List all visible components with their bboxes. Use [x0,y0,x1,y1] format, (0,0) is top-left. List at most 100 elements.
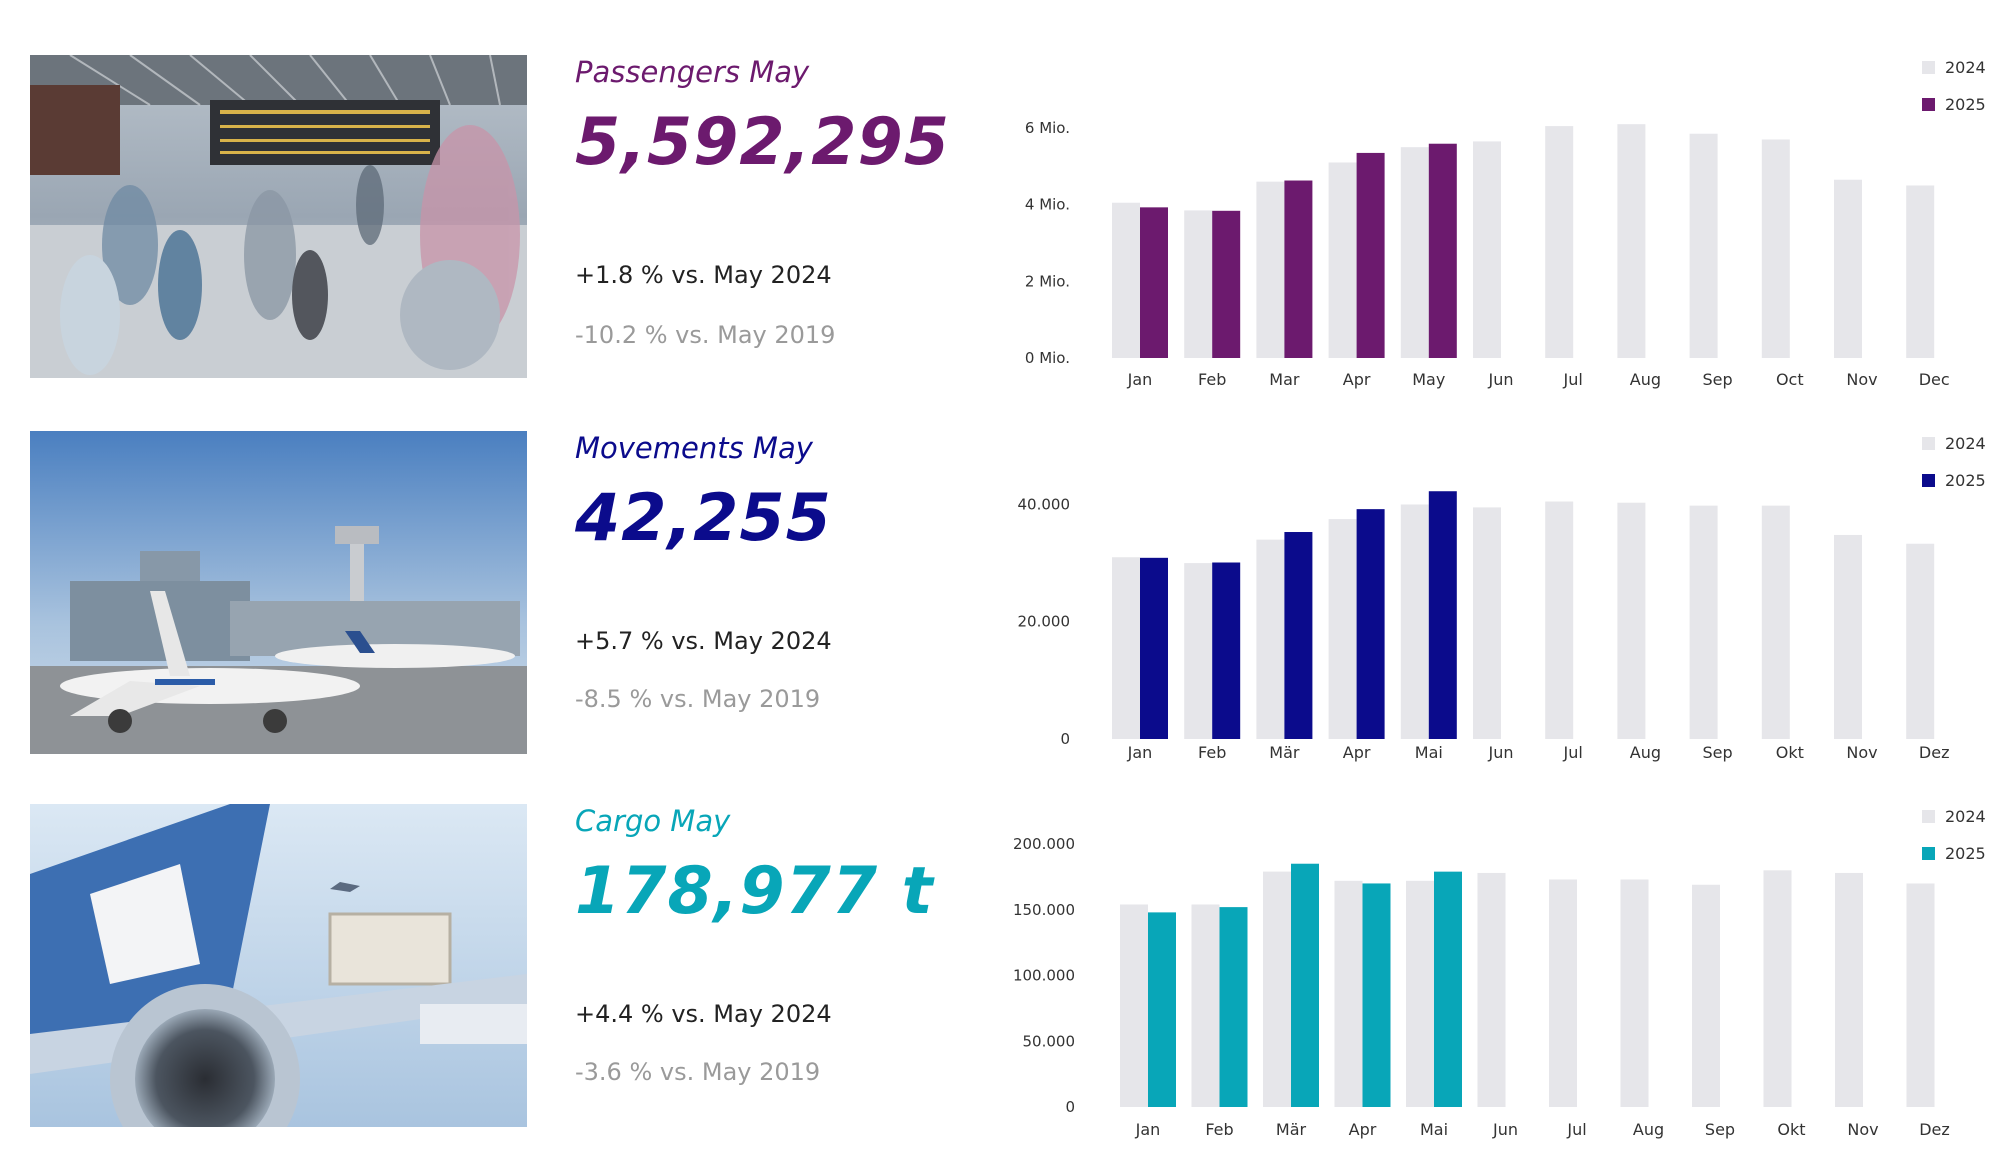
x-tick-label: Mar [1269,370,1300,389]
x-tick-label: Jun [1488,743,1514,762]
bar-2025-Mai [1428,491,1457,739]
bar-2024-Feb [1184,563,1213,739]
legend-label-2025: 2025 [1945,844,1986,863]
cargo-bar-chart: 0 50.000 100.000 150.000 200.000 Jan Feb Mär Apr… [1013,807,1986,1139]
bar-2024-Feb [1191,904,1220,1107]
cargo-title: Cargo May [575,804,731,838]
cargo-vs-2019: -3.6 % vs. May 2019 [575,1058,821,1086]
bar-2025-Feb [1212,210,1241,358]
y-tick-label: 50.000 [1023,1032,1076,1050]
x-tick-label: Jul [1563,370,1583,389]
x-tick-label: Dec [1919,370,1950,389]
x-tick-label: Jan [1127,743,1153,762]
x-tick-label: Sep [1703,743,1733,762]
y-tick-label: 2 Mio. [1025,272,1070,290]
x-tick-label: Jun [1488,370,1514,389]
x-tick-label: Jul [1563,743,1583,762]
legend-swatch-2024 [1922,810,1935,823]
legend-swatch-2025 [1922,98,1935,111]
y-tick-label: 4 Mio. [1025,196,1070,214]
x-tick-label: Aug [1633,1120,1664,1139]
legend-label-2024: 2024 [1945,434,1986,453]
x-tick-label: Nov [1847,1120,1878,1139]
x-tick-label: Mai [1415,743,1443,762]
bar-2025-Feb [1212,562,1241,739]
cargo-vs-prev-year: +4.4 % vs. May 2024 [575,1000,832,1028]
y-tick-label: 0 [1060,730,1070,748]
bar-2024-Okt [1761,505,1790,739]
x-tick-label: Feb [1205,1120,1233,1139]
bar-2024-Feb [1184,210,1213,358]
movements-value: 42,255 [575,481,832,556]
bar-2024-Sep [1692,884,1720,1107]
legend-label-2025: 2025 [1945,95,1986,114]
x-tick-label: Feb [1198,370,1226,389]
x-tick-label: Dez [1919,743,1950,762]
movements-chart: 0 20.000 40.000 Jan Feb Mär Apr Mai Jun Jul Aug Sep… [1000,431,2000,771]
x-tick-label: Jan [1135,1120,1161,1139]
bar-2024-Jan [1112,202,1140,358]
y-tick-label: 6 Mio. [1025,119,1070,137]
x-tick-label: Mai [1420,1120,1448,1139]
bar-2024-Sep [1689,133,1718,358]
legend-swatch-2025 [1922,474,1935,487]
bar-2024-Apr [1328,162,1357,358]
bar-2024-Mai [1406,880,1434,1107]
bar-2025-May [1428,143,1457,358]
x-tick-label: Apr [1343,743,1371,762]
bar-2025-Mai [1434,871,1462,1107]
x-tick-label: May [1412,370,1445,389]
x-tick-label: Mär [1269,743,1300,762]
bar-2025-Jan [1148,912,1176,1107]
passengers-chart: 0 Mio. 2 Mio. 4 Mio. 6 Mio. Jan Feb Mar Apr May J… [1000,55,2000,395]
passengers-vs-2019: -10.2 % vs. May 2019 [575,321,836,349]
legend-label-2024: 2024 [1945,58,1986,77]
x-tick-label: Aug [1630,370,1661,389]
legend-label-2024: 2024 [1945,807,1986,826]
bar-2024-Jul [1545,501,1574,739]
passengers-bar-chart: 0 Mio. 2 Mio. 4 Mio. 6 Mio. Jan Feb Mar Apr May J… [1025,58,1986,389]
y-tick-label: 40.000 [1018,495,1071,513]
bar-2024-Nov [1834,534,1862,739]
x-tick-label: Mär [1276,1120,1307,1139]
legend-swatch-2024 [1922,437,1935,450]
passengers-title: Passengers May [575,55,810,89]
bar-2024-Nov [1835,872,1863,1107]
legend-swatch-2024 [1922,61,1935,74]
bar-2024-Oct [1761,139,1790,358]
terminal-photo [30,55,527,378]
bar-2024-Nov [1834,179,1862,358]
bar-2025-Apr [1362,883,1391,1107]
legend-label-2025: 2025 [1945,471,1986,490]
bar-2025-Mär [1284,532,1313,739]
bar-2025-Apr [1356,152,1385,358]
bar-2025-Mar [1284,180,1313,358]
x-tick-label: Oct [1776,370,1804,389]
bar-2024-Aug [1617,124,1646,359]
y-tick-label: 150.000 [1013,901,1075,919]
bar-2024-Jun [1473,141,1501,358]
y-tick-label: 0 Mio. [1025,349,1070,367]
bar-2024-Jul [1549,879,1577,1107]
bar-2024-May [1400,147,1429,358]
y-tick-label: 0 [1065,1098,1075,1116]
x-tick-label: Apr [1343,370,1371,389]
bar-2024-Mär [1256,539,1285,739]
bar-2024-Mai [1400,504,1429,739]
x-tick-label: Sep [1705,1120,1735,1139]
bar-2025-Mär [1291,863,1319,1107]
x-tick-label: Sep [1703,370,1733,389]
cargo-row: Cargo May 178,977 t +4.4 % vs. May 2024 … [0,804,2000,1144]
x-tick-label: Feb [1198,743,1226,762]
legend-swatch-2025 [1922,847,1935,860]
bar-2024-Jan [1120,904,1148,1107]
bar-2024-Jan [1112,557,1140,739]
x-tick-label: Nov [1846,370,1877,389]
bar-2024-Dez [1906,883,1935,1107]
x-tick-label: Okt [1776,743,1804,762]
x-tick-label: Jul [1566,1120,1586,1139]
passengers-row: Passengers May 5,592,295 +1.8 % vs. May … [0,55,2000,395]
movements-vs-2019: -8.5 % vs. May 2019 [575,685,821,713]
bar-2025-Jan [1140,207,1168,358]
movements-vs-prev-year: +5.7 % vs. May 2024 [575,627,832,655]
